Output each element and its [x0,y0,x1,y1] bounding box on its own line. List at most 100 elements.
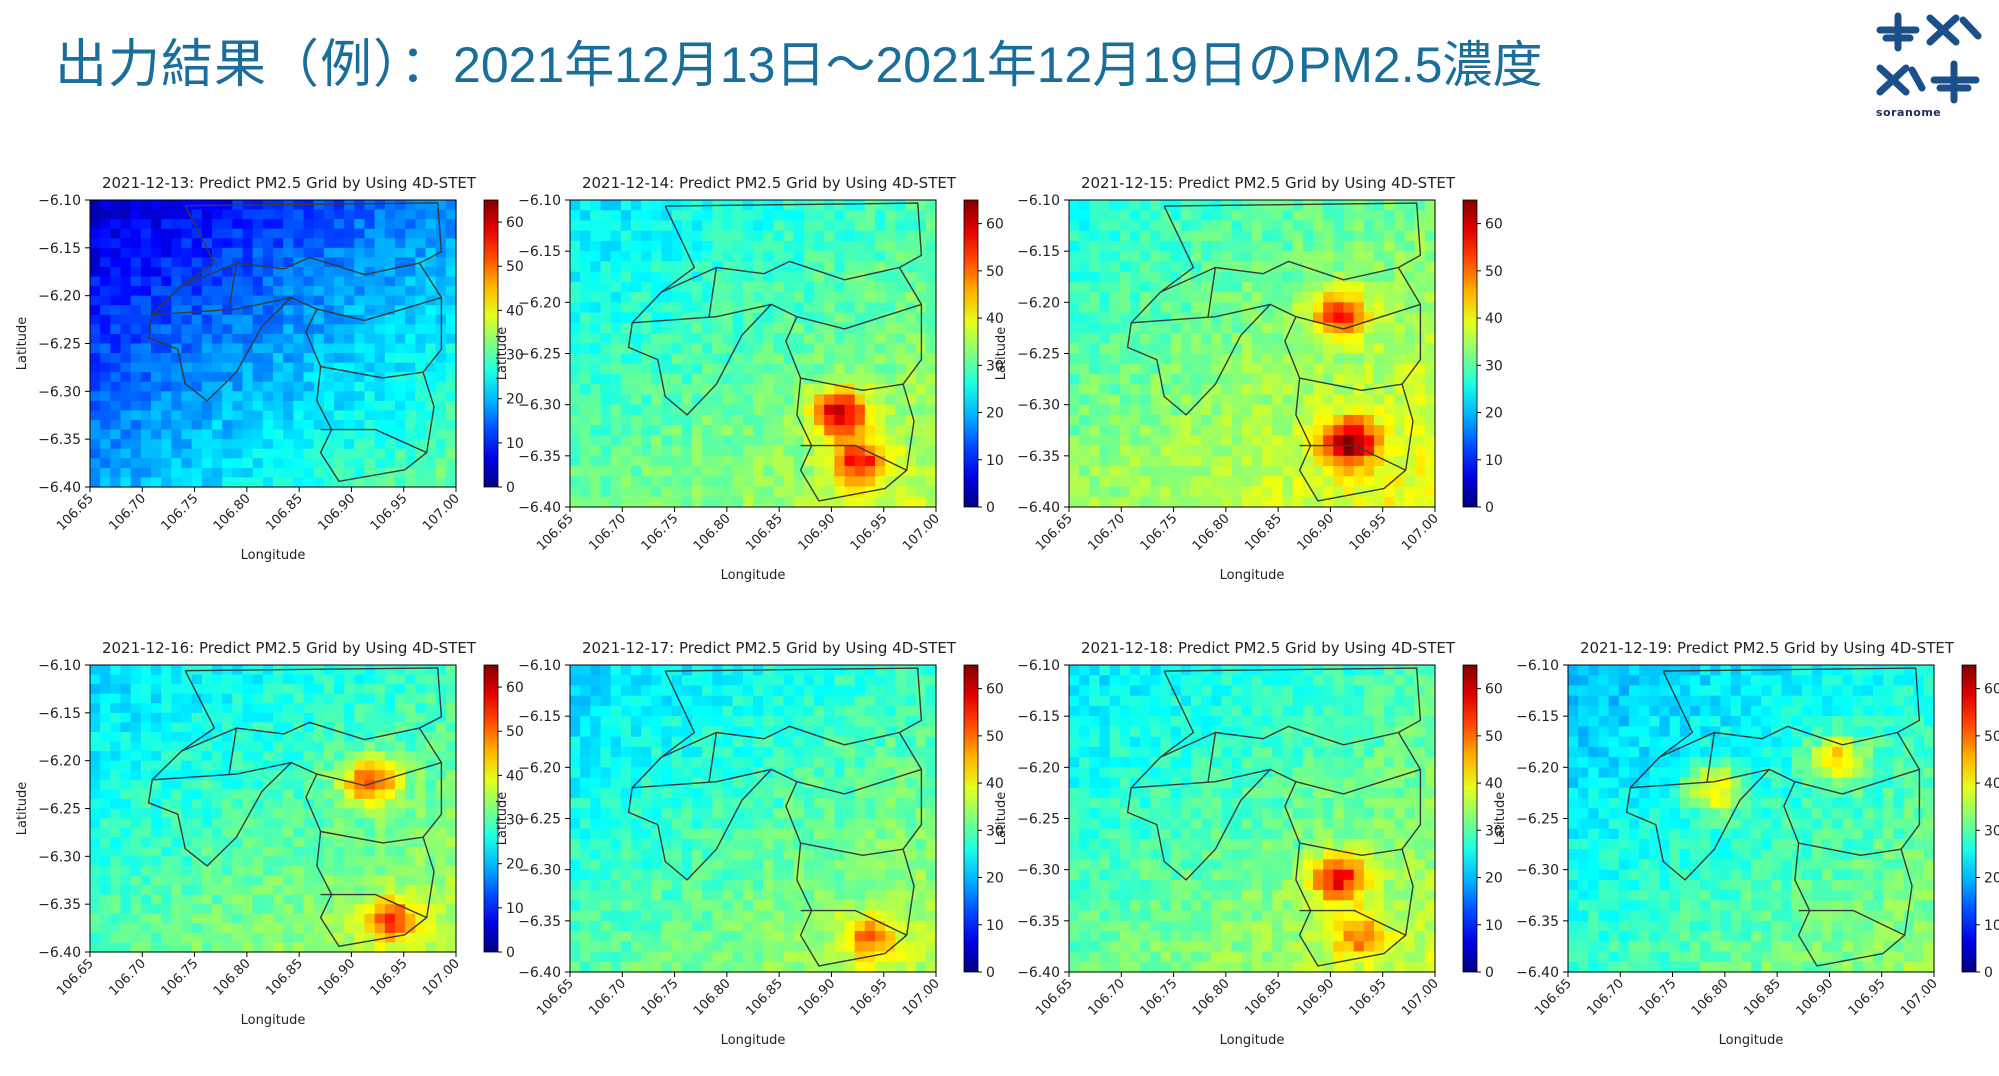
heatmap-cell [743,231,754,242]
heatmap-cell [662,435,673,446]
x-axis-label: Longitude [1220,568,1285,583]
heatmap-cell [631,747,642,758]
heatmap-cell [875,241,886,252]
heatmap-cell [344,694,355,704]
heatmap-cell [202,684,213,694]
heatmap-cell [1171,497,1182,508]
heatmap-cell [375,818,386,828]
heatmap-cell [1384,282,1395,293]
heatmap-cell [446,430,457,440]
heatmap-cell [712,333,723,344]
heatmap-cell [1384,302,1395,313]
heatmap-cell [182,933,193,943]
heatmap-cell [365,885,376,895]
heatmap-cell [253,942,264,952]
heatmap-cell [151,410,162,420]
heatmap-cell [1262,435,1273,446]
heatmap-cell [885,767,896,778]
heatmap-cell [100,895,111,905]
heatmap-cell [702,394,713,405]
x-tick-label: 106.90 [1294,511,1337,554]
heatmap-cell [1222,466,1233,477]
heatmap-cell [733,456,744,467]
heatmap-cell [824,435,835,446]
heatmap-cell [1303,282,1314,293]
heatmap-cell [253,751,264,761]
heatmap-cell [1140,343,1151,354]
heatmap-cell [334,430,345,440]
heatmap-cell [161,942,172,952]
heatmap-cell [1384,251,1395,262]
heatmap-cell [141,410,152,420]
heatmap-cell [121,942,132,952]
heatmap-cell [161,742,172,752]
heatmap-cell [794,706,805,717]
heatmap-cell [324,694,335,704]
heatmap-cell [906,354,917,365]
heatmap-cell [1211,323,1222,334]
heatmap-cell [334,856,345,866]
heatmap-cell [324,742,335,752]
heatmap-cell [1425,251,1436,262]
heatmap-cell [100,238,111,248]
heatmap-cell [1100,292,1111,303]
heatmap-cell [1242,394,1253,405]
heatmap-cell [723,210,734,221]
heatmap-cell [171,468,182,478]
heatmap-cell [611,292,622,303]
heatmap-cell [385,818,396,828]
heatmap-cell [723,292,734,303]
heatmap-cell [415,665,426,675]
heatmap-cell [672,716,683,727]
heatmap-cell [100,866,111,876]
heatmap-cell [1384,374,1395,385]
heatmap-cell [273,856,284,866]
heatmap-cell [100,391,111,401]
heatmap-cell [672,675,683,686]
heatmap-cell [436,675,447,685]
heatmap-cell [1232,476,1243,487]
heatmap-cell [151,914,162,924]
heatmap-cell [253,875,264,885]
heatmap-cell [855,374,866,385]
heatmap-cell [590,747,601,758]
heatmap-cell [293,713,304,723]
heatmap-cell [375,684,386,694]
heatmap-cell [1120,241,1131,252]
heatmap-cell [1201,425,1212,436]
heatmap-cell [141,449,152,459]
heatmap-cell [405,713,416,723]
heatmap-cell [641,231,652,242]
heatmap-cell [1150,435,1161,446]
heatmap-cell [395,684,406,694]
heatmap-cell [324,837,335,847]
heatmap-cell [202,219,213,229]
heatmap-cell [1069,241,1080,252]
heatmap-cell [875,675,886,686]
heatmap-cell [385,847,396,857]
heatmap-cell [192,799,203,809]
heatmap-cell [1222,456,1233,467]
heatmap-cell [1171,302,1182,313]
heatmap-cell [263,885,274,895]
heatmap-cell [1333,241,1344,252]
heatmap-cell [1344,333,1355,344]
heatmap-cell [446,410,457,420]
heatmap-cell [1262,466,1273,477]
heatmap-cell [611,665,622,676]
heatmap-cell [1425,200,1436,211]
heatmap-cell [293,694,304,704]
heatmap-cell [121,742,132,752]
heatmap-cell [1232,354,1243,365]
heatmap-cell [916,435,927,446]
x-tick-label: 107.00 [420,491,463,534]
heatmap-cell [895,343,906,354]
heatmap-cell [1405,476,1416,487]
heatmap-cell [385,286,396,296]
heatmap-cell [90,257,101,267]
heatmap-cell [1374,200,1385,211]
heatmap-cell [192,933,203,943]
x-tick-label: 106.70 [586,511,629,554]
heatmap-cell [1344,394,1355,405]
heatmap-cell [631,767,642,778]
